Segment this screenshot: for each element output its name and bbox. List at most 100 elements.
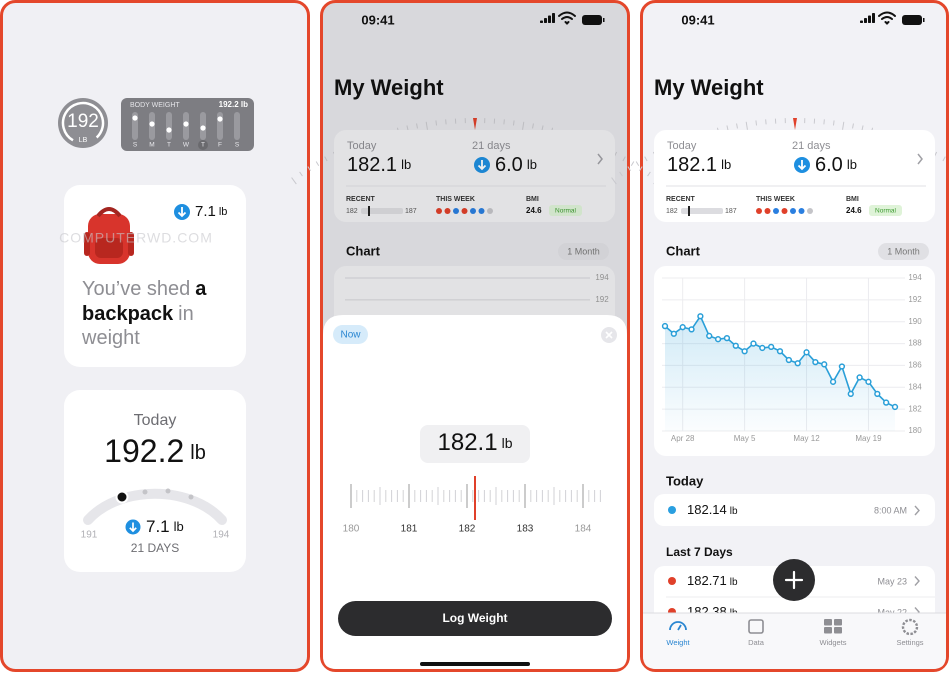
ruler-label: 182: [459, 524, 476, 535]
watermark: COMPUTERWD.COM: [59, 230, 213, 246]
down-arrow: [797, 160, 807, 171]
dial-tick: [635, 161, 640, 167]
bmi-status: Normal: [875, 208, 897, 215]
section-title: Last 7 Days: [666, 545, 733, 559]
gauge-min: 191: [81, 530, 98, 541]
day-bar: [217, 112, 223, 140]
range-pill[interactable]: [558, 243, 609, 260]
dial-tick: [852, 123, 854, 129]
dial-tick: [627, 166, 631, 172]
home-indicator: [420, 662, 530, 666]
recent-now: [368, 206, 370, 216]
day-dot: [217, 116, 223, 122]
recent-max: 187: [725, 208, 737, 215]
range-pill[interactable]: [878, 243, 929, 260]
gauge-max: 194: [213, 530, 230, 541]
message-part: backpack: [82, 303, 174, 325]
down-arrow: [129, 522, 137, 533]
signal-bar: [864, 18, 867, 23]
dial-tick: [435, 120, 438, 126]
point: [891, 403, 899, 411]
entry-weight: 182.71 lb: [687, 573, 738, 588]
week-dot: [781, 208, 788, 214]
point: [750, 340, 757, 347]
today-weight: 192.2 lb: [104, 433, 206, 469]
dial-tick: [324, 156, 328, 162]
unit: lb: [730, 577, 738, 588]
point: [865, 378, 872, 385]
value: 182.1: [667, 154, 717, 176]
day-dot: [132, 115, 138, 121]
message-part: You’ve shed: [82, 278, 190, 300]
log-button[interactable]: [338, 601, 612, 636]
unit: lb: [721, 157, 731, 172]
chevron: [917, 153, 923, 165]
down-arrow: [477, 160, 487, 171]
y-tick-label: 192: [595, 295, 609, 304]
point: [679, 324, 686, 331]
point: [768, 343, 775, 351]
week-dot: [790, 208, 796, 214]
message-part: a: [195, 278, 207, 300]
signal-bar: [860, 20, 863, 23]
ruler-label: 181: [401, 524, 418, 535]
week-dot: [461, 208, 468, 214]
signal-bar: [868, 15, 871, 23]
battery-cap: [603, 18, 605, 22]
summary-today: 182.1 lb: [347, 154, 411, 176]
summary-change: 6.0 lb: [815, 154, 857, 176]
dial-tick: [755, 120, 758, 126]
now-badge[interactable]: [333, 325, 368, 344]
dial-tick: [942, 156, 946, 162]
bmi-value: 24.6: [526, 206, 542, 215]
day-label: M: [149, 142, 154, 149]
recent-max: 187: [405, 208, 417, 215]
summary-label: 21 days: [472, 140, 511, 152]
day-label: T: [201, 142, 205, 149]
week-dot: [470, 208, 476, 214]
point: [821, 361, 828, 368]
status-time: 09:41: [361, 12, 394, 27]
log-button-label: Log Weight: [442, 611, 507, 625]
summary-card: [334, 130, 615, 222]
screen-title: My Weight: [654, 75, 764, 100]
section-title: Chart: [346, 243, 381, 258]
point: [714, 336, 722, 343]
point: [723, 334, 731, 342]
body-weight-title: BODY WEIGHT: [130, 102, 180, 109]
tab-icon: [834, 627, 842, 634]
recent-min: 182: [666, 208, 678, 215]
dial-tick: [512, 120, 515, 126]
point: [688, 326, 695, 333]
point: [661, 322, 669, 330]
sheet-value: 182.1 lb: [438, 429, 513, 456]
dial-tick: [416, 123, 418, 129]
week-dot: [478, 208, 485, 214]
point: [732, 342, 739, 349]
dial-tick: [611, 177, 617, 185]
section-title: Today: [666, 473, 704, 488]
change-unit: lb: [174, 519, 184, 534]
recent-range: [681, 208, 723, 214]
chevron: [914, 576, 920, 586]
bmi-label: BMI: [526, 196, 539, 203]
circle-ring: [61, 101, 105, 145]
day-label: S: [133, 142, 138, 149]
now-label: Now: [340, 330, 361, 341]
point: [847, 390, 854, 397]
entry-card[interactable]: [654, 494, 935, 526]
unit: lb: [401, 157, 411, 172]
dial-tick: [291, 177, 297, 185]
tab-bar: [643, 613, 946, 669]
unit: lb: [527, 157, 537, 172]
signal-bar: [872, 13, 875, 23]
y-tick-label: 188: [908, 339, 922, 348]
backpack-change: 7.1 lb: [195, 203, 227, 220]
day-dot: [200, 125, 206, 131]
message-part: weight: [81, 327, 140, 349]
circle-unit: LB: [79, 137, 88, 144]
